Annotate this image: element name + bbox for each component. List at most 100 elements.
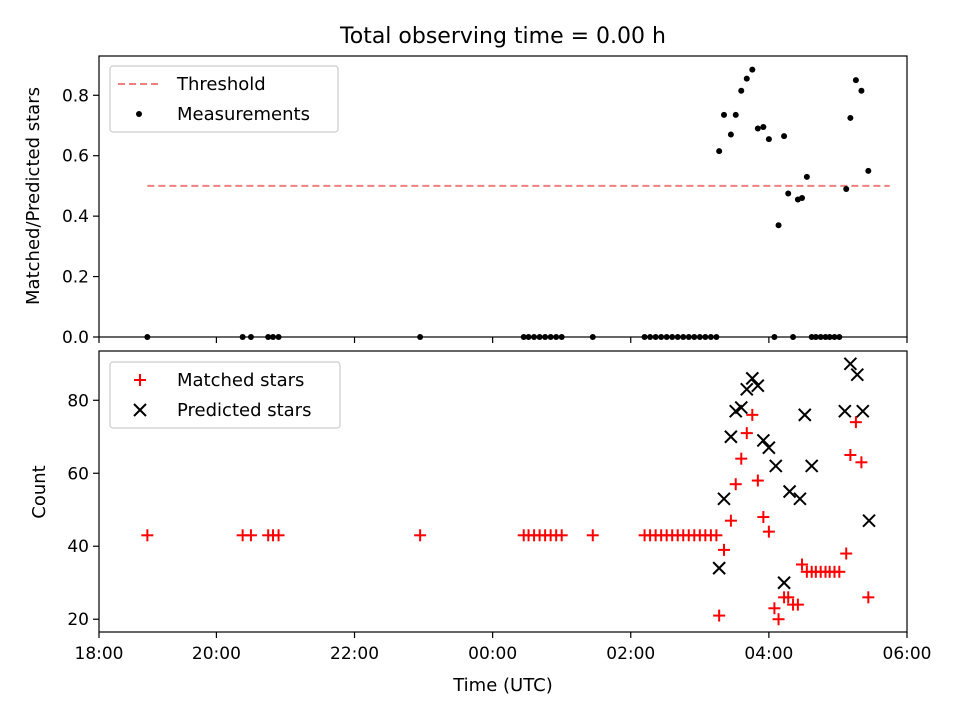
measurement-point xyxy=(553,334,560,340)
measurement-point xyxy=(771,334,778,340)
matched-star-point xyxy=(844,449,857,462)
measurement-point xyxy=(658,334,665,340)
measurement-point xyxy=(822,334,829,340)
measurement-point xyxy=(727,131,734,138)
x-tick-label: 00:00 xyxy=(468,644,517,664)
bottom-plot-area xyxy=(98,350,908,633)
predicted-star-point xyxy=(740,382,754,397)
measurement-point xyxy=(547,334,554,340)
measurement-point xyxy=(536,334,543,340)
measurement-point xyxy=(558,334,565,340)
x-tick-label: 18:00 xyxy=(75,644,124,664)
measurement-point xyxy=(641,334,648,340)
measurement-point xyxy=(743,75,750,82)
matched-legend-label: Matched stars xyxy=(177,370,304,391)
matched-star-point xyxy=(414,529,427,542)
measurement-point xyxy=(265,334,272,340)
top-legend: Threshold Measurements xyxy=(109,65,339,133)
measurement-point xyxy=(674,334,681,340)
measurement-point xyxy=(812,334,819,340)
measurement-point xyxy=(826,334,833,340)
measurement-point xyxy=(542,334,549,340)
matched-legend-swatch xyxy=(134,374,146,386)
measurement-point xyxy=(144,334,151,340)
measurement-point xyxy=(663,334,670,340)
matched-star-point xyxy=(772,613,785,626)
predicted-star-point xyxy=(751,378,765,393)
measurement-point xyxy=(696,334,703,340)
matched-star-point xyxy=(855,456,868,469)
matched-star-point xyxy=(768,602,781,615)
bottom-panel: 20 40 60 80 18:00 20:00 22:00 00:00 02:00 04:00 06… xyxy=(29,350,932,696)
predicted-star-point xyxy=(717,492,731,506)
x-axis-label: Time (UTC) xyxy=(452,675,553,696)
measurement-point xyxy=(275,334,282,340)
measurement-point xyxy=(865,167,872,174)
matched-star-point xyxy=(555,529,568,542)
matched-star-point xyxy=(757,511,770,524)
predicted-star-point xyxy=(756,433,771,448)
measurement-point xyxy=(831,334,838,340)
measurement-point xyxy=(754,125,761,132)
matched-star-point xyxy=(751,474,764,487)
top-plot-area xyxy=(98,55,908,338)
measurement-point xyxy=(790,334,797,340)
predicted-star-point xyxy=(782,484,797,499)
matched-star-point xyxy=(735,452,748,465)
measurement-point xyxy=(520,334,527,340)
measurements-legend-swatch xyxy=(136,111,142,117)
measurement-point xyxy=(270,334,277,340)
measurement-point xyxy=(858,87,865,94)
matched-star-point xyxy=(740,427,753,440)
top-y-axis-label: Matched/Predicted stars xyxy=(23,87,44,305)
measurement-point xyxy=(799,195,806,202)
bottom-y-tick-label: 60 xyxy=(67,464,89,484)
measurement-point xyxy=(716,148,723,155)
matched-star-point xyxy=(141,529,154,542)
matched-star-point xyxy=(762,525,775,538)
matched-star-point xyxy=(729,478,742,491)
measurement-point xyxy=(680,334,687,340)
predicted-star-point xyxy=(798,408,812,422)
bottom-legend: Matched stars Predicted stars xyxy=(109,361,341,429)
measurement-point xyxy=(847,114,854,121)
predicted-star-point xyxy=(856,404,870,418)
predicted-star-point xyxy=(838,404,852,418)
matched-star-point xyxy=(791,598,804,611)
measurement-point xyxy=(803,173,810,180)
predicted-star-point xyxy=(843,357,858,371)
measurement-point xyxy=(760,124,767,131)
predicted-star-point xyxy=(769,459,783,473)
predicted-star-point xyxy=(862,513,876,528)
matched-star-point xyxy=(272,529,285,542)
measurement-point xyxy=(732,111,739,118)
measurement-point xyxy=(691,334,698,340)
measurement-point xyxy=(713,334,720,340)
measurement-point xyxy=(808,334,815,340)
matched-star-point xyxy=(849,416,862,429)
measurements-legend-label: Measurements xyxy=(177,104,310,125)
x-tick-label: 04:00 xyxy=(744,644,793,664)
top-y-tick-label: 0.6 xyxy=(62,147,89,167)
predicted-star-point xyxy=(804,459,819,473)
top-panel: 0.00.20.40.60.8 Matched/Predicted stars … xyxy=(23,55,908,348)
predicted-star-point xyxy=(724,430,738,444)
matched-star-point xyxy=(862,591,875,604)
measurement-point xyxy=(702,334,709,340)
x-tick-label: 20:00 xyxy=(192,644,241,664)
matched-star-point xyxy=(710,529,723,542)
measurement-point xyxy=(781,133,788,140)
matched-star-point xyxy=(586,529,599,542)
matched-star-point xyxy=(782,591,795,604)
predicted-star-point xyxy=(777,576,791,590)
measurement-point xyxy=(738,87,745,94)
measurement-point xyxy=(817,334,824,340)
measurement-point xyxy=(247,334,254,340)
bottom-y-tick-label: 40 xyxy=(67,537,89,557)
matched-star-point xyxy=(717,543,730,556)
predicted-legend-swatch xyxy=(133,403,147,417)
matched-star-point xyxy=(833,565,846,578)
measurement-point xyxy=(417,334,424,340)
matched-star-point xyxy=(713,609,726,622)
